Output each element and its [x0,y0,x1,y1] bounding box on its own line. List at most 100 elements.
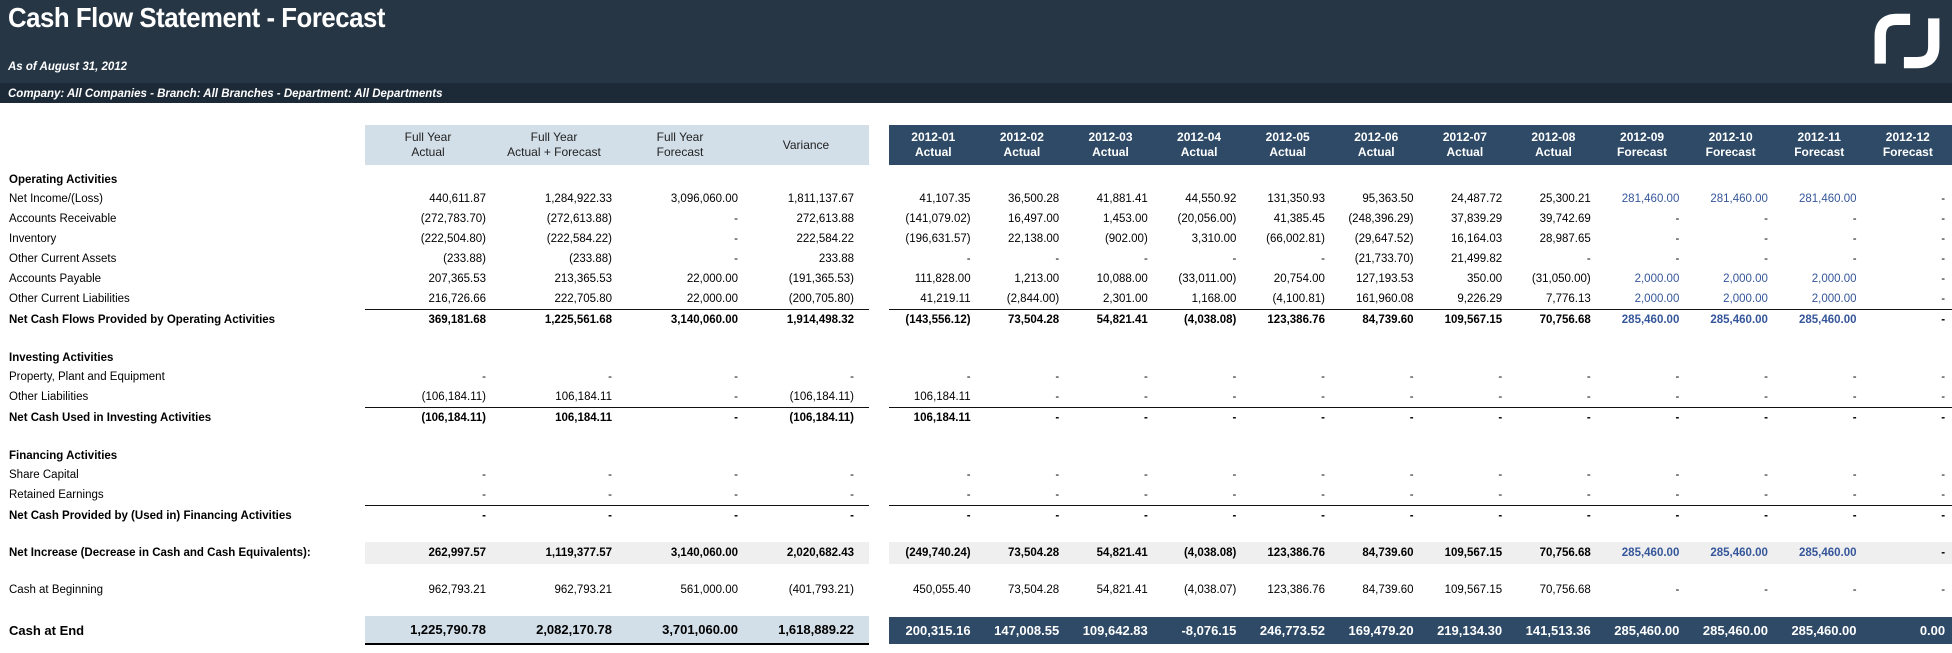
section-header-row: Investing Activities [0,348,1952,367]
month-cell: 24,487.72 [1450,193,1503,205]
fy-cell: 561,000.00 [680,584,738,596]
column-gap [869,309,889,330]
fy-cell: - [850,371,854,383]
month-cell: - [1764,584,1768,596]
month-cell: 20,754.00 [1273,273,1325,285]
month-cell: - [1409,391,1414,403]
month-cell: - [1055,469,1060,481]
fy-cell: 222,584.22 [796,233,854,245]
month-cell: (33,011.00) [1178,273,1237,285]
month-cell: - [1498,371,1503,383]
month-column-header: 2012-01 Actual [889,125,978,165]
fy-cell: 1,618,889.22 [743,616,869,645]
month-cell: 70,756.68 [1509,308,1598,331]
month-cell: - [1941,469,1946,481]
month-cell: 285,460.00 [1597,542,1687,564]
month-cell: - [1321,489,1325,501]
report-header: Cash Flow Statement - Forecast As of Aug… [0,0,1952,103]
fy-cell: (272,783.70) [420,213,486,225]
fy-cell: 1,914,498.32 [743,308,869,331]
month-cell: 3,310.00 [1191,233,1237,245]
fy-cell: 272,613.88 [796,213,854,225]
month-cell: - [1941,273,1946,285]
month-cell: - [1143,469,1148,481]
month-cell: - [1586,391,1591,403]
month-cell: - [1863,308,1952,331]
month-cell: (4,100.81) [1272,293,1325,305]
fy-cell: 1,225,561.68 [491,308,617,331]
month-cell: 28,987.65 [1539,233,1591,245]
month-cell: - [1774,504,1864,527]
month-cell: - [1686,406,1775,429]
row-label: Other Current Liabilities [9,293,130,305]
row-label: Financing Activities [9,449,118,462]
table-row: Other Liabilities (106,184.11) 106,184.11 -… [0,387,1952,407]
month-cell: 285,460.00 [1597,308,1687,331]
month-cell: 2,000.00 [1811,273,1857,285]
as-of-date: As of August 31, 2012 [8,61,128,73]
month-cell: - [1055,391,1060,403]
month-cell: - [1498,489,1503,501]
month-cell: - [1675,489,1680,501]
fy-cell: 3,096,060.00 [670,193,738,205]
month-cell: 111,828.00 [914,273,971,285]
month-cell: - [1852,469,1857,481]
month-cell: 350.00 [1466,273,1503,285]
month-cell: 84,739.60 [1331,542,1421,564]
month-cell: - [1509,406,1598,429]
fy-cell: 22,000.00 [686,293,738,305]
month-cell: - [1143,371,1148,383]
section-header-row: Operating Activities [0,170,1952,189]
row-label: Net Cash Flows Provided by Operating Act… [9,313,276,326]
column-gap [869,407,889,428]
fy-cell: 369,181.68 [365,308,491,331]
spacer-row [0,428,1952,446]
total-row: Net Cash Provided by (Used in) Financing… [0,504,1952,527]
month-cell: - [1243,406,1332,429]
month-cell: 41,107.35 [919,193,971,205]
total-row: Net Cash Used in Investing Activities (10… [0,406,1952,429]
month-cell: - [1321,469,1325,481]
month-cell: - [1675,371,1680,383]
month-cell: 109,567.15 [1420,308,1510,331]
month-cell: 70,756.68 [1509,542,1598,564]
fy-column-header: Full Year Actual [365,125,491,165]
month-cell: 2,000.00 [1634,273,1680,285]
row-label: Net Increase (Decrease in Cash and Cash … [9,547,311,559]
fy-column-header: Variance [743,125,869,165]
month-cell: - [1055,253,1060,265]
table-row: Other Current Assets (233.88) (233.88) - 233… [0,249,1952,269]
month-cell: 123,386.76 [1267,584,1325,596]
fy-cell: - [482,371,486,383]
fy-cell: - [734,371,738,383]
month-column-header: 2012-09 Forecast [1597,125,1687,165]
month-cell: - [1331,406,1421,429]
month-cell: - [1852,584,1857,596]
month-cell: 10,088.00 [1096,273,1148,285]
table-row: Property, Plant and Equipment - - - - - - - - - - -… [0,367,1952,387]
column-gap [869,249,889,269]
month-cell: 22,138.00 [1008,233,1060,245]
fy-cell: 216,726.66 [428,293,486,305]
fy-cell: - [365,504,491,527]
month-cell: 285,460.00 [1774,542,1864,564]
month-cell: - [1863,542,1952,564]
column-header-row: Full Year Actual Full Year Actual + Forecas… [0,125,1952,165]
month-cell: - [1143,489,1148,501]
month-cell: 0.00 [1863,617,1952,644]
month-cell: - [1941,253,1946,265]
month-cell: - [1863,406,1952,429]
month-cell: - [1143,253,1148,265]
month-cell: - [1409,469,1414,481]
month-cell: - [1586,371,1591,383]
month-column-header: 2012-02 Actual [977,125,1067,165]
month-cell: - [1066,504,1155,527]
month-cell: - [1941,489,1946,501]
spacer-row [0,330,1952,348]
fy-cell: - [617,406,743,429]
fy-cell: 2,082,170.78 [491,616,617,645]
fy-cell: 106,184.11 [491,406,617,429]
month-cell: 285,460.00 [1686,617,1775,644]
month-cell: 9,226.29 [1457,293,1503,305]
month-cell: - [966,253,971,265]
